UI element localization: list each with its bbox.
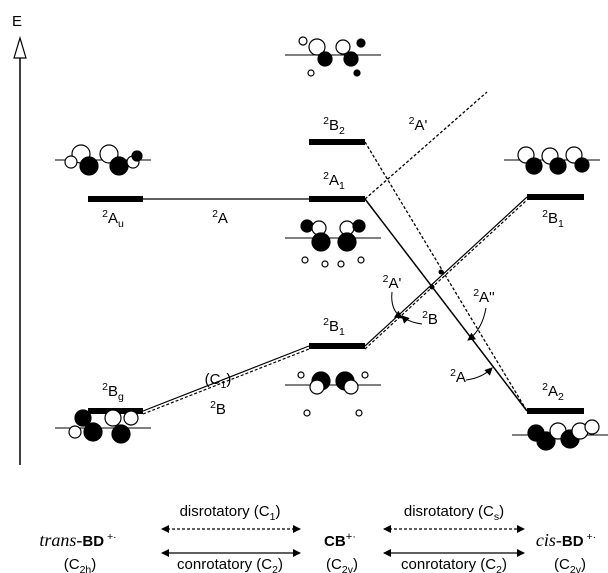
state-label: 2A'	[409, 115, 428, 134]
footer-label: disrotatory (Cs)	[404, 503, 504, 523]
label-part: (C	[326, 556, 342, 573]
state-label: 2Au	[102, 208, 124, 230]
label-part: B	[329, 318, 339, 335]
label-part: (C	[64, 556, 80, 573]
label-part: A	[218, 210, 228, 227]
label-part: trans-	[39, 530, 82, 550]
orbital	[512, 420, 608, 450]
label-part: 2v	[570, 564, 582, 573]
state-label: 2B1	[542, 208, 564, 230]
orbital	[55, 410, 151, 443]
label-part: B	[428, 311, 438, 328]
footer-label: (C2v)	[326, 556, 358, 573]
state-label: 2A	[212, 208, 228, 227]
label-part: )	[581, 556, 586, 573]
label-part: 1	[558, 218, 564, 230]
label-part: A	[456, 369, 466, 386]
footer-label: conrotatory (C2)	[401, 556, 507, 573]
label-part: )	[226, 371, 231, 388]
label-part: BD	[82, 533, 104, 550]
correlation-diagram: E 2Au2A2B22A'2A12B12B12Bg(C1)2B2A	[0, 0, 608, 573]
footer-label: (C2v)	[554, 556, 586, 573]
orbital	[285, 220, 381, 267]
axis-label: E	[12, 13, 22, 30]
label-part: 2	[339, 125, 345, 137]
label-part: disrotatory (C	[404, 503, 494, 520]
label-part: (C	[554, 556, 570, 573]
label-part: B	[108, 383, 118, 400]
label-part: )	[91, 556, 96, 573]
label-part: A	[329, 172, 339, 189]
label-part: 1	[339, 326, 345, 338]
label-part: 2	[558, 391, 564, 403]
footer-label: (C2h)	[64, 556, 97, 573]
label-part: u	[118, 218, 124, 230]
state-label: 2A''	[473, 287, 495, 306]
orbital-sketches	[55, 37, 608, 450]
pointer-arrows	[392, 292, 492, 380]
label-part: A	[108, 210, 118, 227]
label-part: A	[548, 383, 558, 400]
footer-label: CB+·	[324, 531, 356, 550]
label-part: 2v	[342, 564, 354, 573]
label-part: A''	[479, 289, 495, 306]
label-part: BD	[562, 533, 584, 550]
label-part: conrotatory (C	[177, 556, 272, 573]
label-part: A'	[388, 275, 401, 292]
orbital	[504, 147, 600, 174]
label-part: conrotatory (C	[401, 556, 496, 573]
label-part: )	[278, 556, 283, 573]
state-label: 2A1	[323, 170, 345, 192]
label-part: )	[499, 503, 504, 520]
label-part: 2h	[80, 564, 92, 573]
state-label: 2B	[210, 399, 226, 418]
state-label: 2A2	[542, 381, 564, 403]
state-label: 2A'	[383, 273, 402, 292]
footer-label: disrotatory (C1)	[180, 503, 281, 523]
orbital	[55, 145, 151, 175]
axis-arrowhead	[14, 38, 26, 58]
label-part: )	[353, 556, 358, 573]
state-label: 2B	[422, 309, 438, 328]
label-part: CB	[324, 533, 346, 550]
label-part: +·	[104, 531, 117, 543]
label-part: 1	[339, 180, 345, 192]
state-label: 2B1	[323, 316, 345, 338]
label-part: (C	[205, 371, 221, 388]
footer-label: conrotatory (C2)	[177, 556, 283, 573]
label-part: )	[275, 503, 280, 520]
footer-label: trans-BD +·	[39, 530, 116, 550]
orbital	[285, 372, 381, 416]
label-part: +·	[584, 531, 597, 543]
state-label: 2Bg	[102, 381, 124, 403]
state-label: 2A	[450, 367, 466, 386]
label-part: g	[118, 391, 124, 403]
label-part: disrotatory (C	[180, 503, 270, 520]
label-part: B	[548, 210, 558, 227]
footer-label: cis-BD +·	[536, 530, 596, 550]
label-part: cis-	[536, 530, 562, 550]
label-part: +·	[346, 531, 356, 543]
state-label: 2B2	[323, 115, 345, 137]
label-part: )	[502, 556, 507, 573]
orbital	[285, 37, 381, 76]
label-part: B	[216, 401, 226, 418]
label-part: A'	[414, 117, 427, 134]
label-part: B	[329, 117, 339, 134]
